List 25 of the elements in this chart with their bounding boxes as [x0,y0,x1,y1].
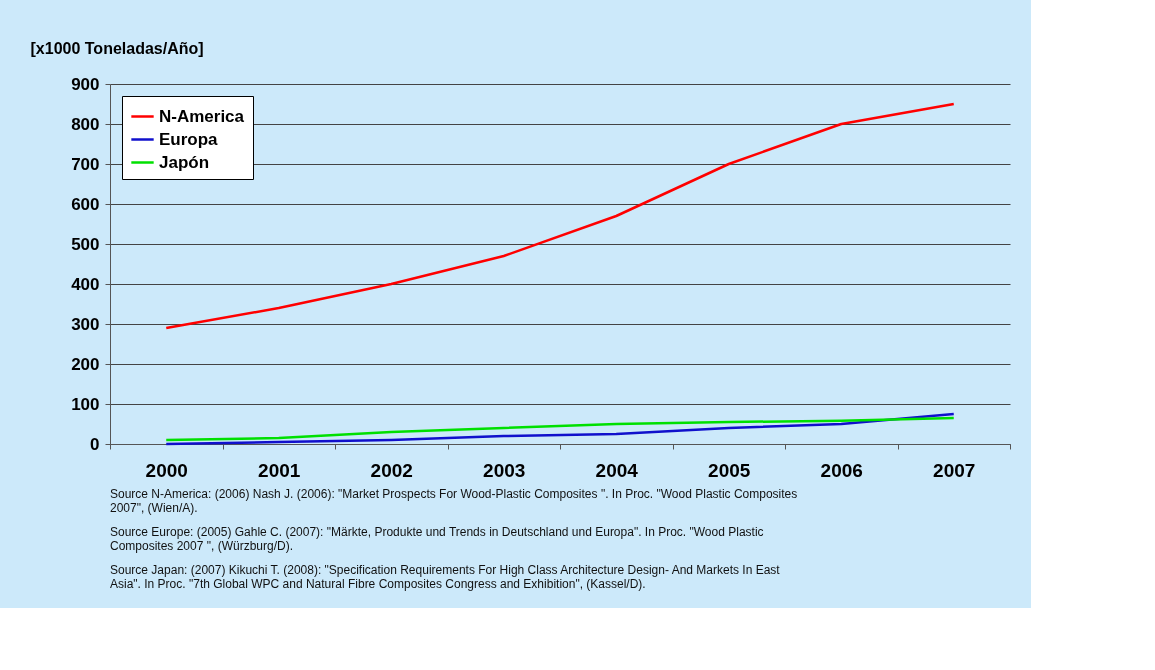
y-tick-label: 800 [71,114,100,134]
x-tick-label: 2006 [820,459,863,481]
x-tick-label: 2007 [933,459,976,481]
source-note: Source Japan: (2007) Kikuchi T. (2008): "Specification Requirements For High Class Architecture Design- And Markets In East Asia". In Proc. "7th Global WPC and Natural Fibre Composites Congress and Exhibition", (Kassel/D). [110,563,781,591]
x-tick-label: 2005 [708,459,751,481]
legend-label: Europa [159,129,219,149]
y-axis-title: [x1000 Toneladas/Año] [30,39,204,57]
x-tick-label: 2004 [595,459,639,481]
y-tick-label: 100 [71,394,100,414]
legend-label: Japón [159,152,210,172]
x-tick-label: 2003 [483,459,526,481]
y-tick-label: 700 [71,154,100,174]
source-note: Source N-America: (2006) Nash J. (2006): "Market Prospects For Wood-Plastic Composites ". In Proc. "Wood Plastic Composites 2007", (Wien/A). [110,487,798,515]
legend-label: N-America [159,106,245,126]
y-tick-label: 600 [71,194,100,214]
x-tick-label: 2001 [258,459,301,481]
y-tick-label: 300 [71,314,100,334]
y-tick-label: 200 [71,354,100,374]
y-tick-label: 400 [71,274,100,294]
x-tick-label: 2000 [145,459,188,481]
y-tick-label: 900 [71,74,100,94]
source-note: Source Europe: (2005) Gahle C. (2007): "Märkte, Produkte und Trends in Deutschland und Europa". In Proc. "Wood Plastic Composites 2007 ", (Würzburg/D). [110,525,764,553]
y-tick-label: 0 [90,434,100,454]
x-tick-label: 2002 [370,459,413,481]
y-tick-label: 500 [71,234,100,254]
